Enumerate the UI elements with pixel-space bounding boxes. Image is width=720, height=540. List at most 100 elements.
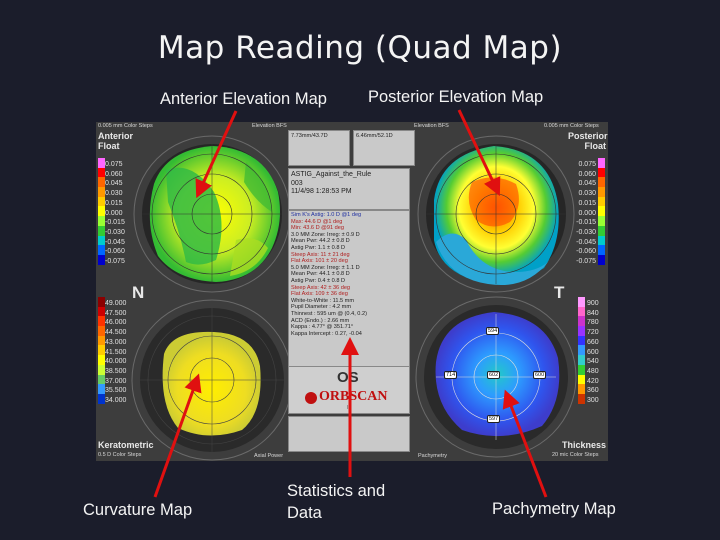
scale-swatch <box>598 158 605 168</box>
bfs-anterior-box: 7.73mm/43.7D <box>288 130 350 166</box>
scale-value: 300 <box>587 397 599 405</box>
scale-value: 43.000 <box>105 338 127 346</box>
scale-value: 0.000 <box>578 209 596 217</box>
scale-swatch <box>598 187 605 197</box>
scale-value: 840 <box>587 309 599 317</box>
scale-value: 780 <box>587 319 599 327</box>
scale-swatch <box>598 196 605 207</box>
caption-statistics-line2: Data <box>287 504 322 522</box>
scale-value: 420 <box>587 377 599 385</box>
scale-swatch <box>598 225 605 236</box>
statistics-line: Astig Pwr: 1.1 ± 0.8 D <box>291 244 346 251</box>
scale-value: 0.075 <box>105 161 123 168</box>
scale-value: 660 <box>587 338 599 346</box>
thickness-color-steps: 20 mic Color Steps <box>552 452 599 458</box>
scale-swatch <box>98 297 105 307</box>
statistics-line: 3.0 MM Zone: Irreg: ± 0.9 D <box>291 231 360 238</box>
scale-value: 44.500 <box>105 329 127 337</box>
scale-value: -0.045 <box>105 238 125 246</box>
scale-swatch <box>98 225 105 236</box>
scale-swatch <box>578 355 585 365</box>
scale-swatch <box>578 335 585 346</box>
thickness-scale-bar <box>578 297 585 404</box>
keratometric-scale-bar <box>98 297 105 404</box>
scale-swatch <box>598 206 605 217</box>
scale-value: 41.500 <box>105 348 127 356</box>
orbscan-brand: ORBSCAN <box>319 389 388 404</box>
scale-value: -0.060 <box>576 248 596 256</box>
statistics-line: Astig Pwr: 0.4 ± 0.8 D <box>291 277 346 284</box>
caption-curvature: Curvature Map <box>83 501 193 519</box>
nasal-indicator: N <box>132 283 145 302</box>
anterior-bfs-label: Elevation BFS <box>252 123 287 129</box>
statistics-line: Mean Pwr: 44.2 ± 0.8 D <box>291 238 350 245</box>
scale-swatch <box>98 206 105 217</box>
scale-swatch <box>98 364 105 375</box>
scale-value: 40.000 <box>105 358 127 366</box>
scale-swatch <box>98 245 105 255</box>
scale-value: -0.075 <box>576 258 596 266</box>
scale-swatch <box>98 326 105 336</box>
pachymetry-reading-top: 594 <box>486 327 500 335</box>
scale-value: 0.075 <box>578 161 596 168</box>
statistics-line: White-to-White : 11.5 mm <box>291 297 354 304</box>
scale-value: 0.030 <box>578 190 596 198</box>
scale-swatch <box>98 196 105 207</box>
scale-value: -0.030 <box>105 228 125 236</box>
scale-swatch <box>578 297 585 307</box>
scale-value: -0.045 <box>576 238 596 246</box>
eye-indicator: OS <box>337 369 359 386</box>
statistics-line: Steep Axis: 42 ± 36 deg <box>291 284 351 291</box>
anterior-float-label: Anterior Float <box>98 131 134 151</box>
scale-swatch <box>98 158 105 168</box>
scale-value: 360 <box>587 387 599 395</box>
scale-swatch <box>98 345 105 356</box>
statistics-line: Min: 43.6 D @91 deg <box>291 225 344 232</box>
scale-value: 0.045 <box>105 180 123 188</box>
posterior-scale-bar <box>598 158 605 265</box>
scale-swatch <box>578 316 585 327</box>
scale-swatch <box>98 167 105 178</box>
exam-info-lines: ASTIG_Against_the_Rule 003 11/4/98 1:28:53… <box>289 169 409 199</box>
exam-info-line: ASTIG_Against_the_Rule <box>291 171 372 178</box>
statistics-line: Steep Axis: 11 ± 21 deg <box>291 251 350 258</box>
scale-swatch <box>578 393 585 404</box>
scale-value: 35.500 <box>105 387 127 395</box>
scale-value: 600 <box>587 348 599 356</box>
scale-value: 47.500 <box>105 309 127 317</box>
scale-swatch <box>578 374 585 385</box>
caption-posterior-elevation: Posterior Elevation Map <box>368 88 544 106</box>
statistics-lines: Sim K's Astig: 1.0 D @1 deg Max: 44.6 D @… <box>289 211 409 338</box>
posterior-elevation-map <box>417 135 575 293</box>
arrow-pachymetry <box>502 389 548 498</box>
anterior-color-steps: 0.005 mm Color Steps <box>98 123 153 129</box>
exam-info-box: ASTIG_Against_the_Rule 003 11/4/98 1:28:53… <box>288 168 410 210</box>
caption-statistics: Statistics and Data <box>287 480 385 524</box>
scale-value: 0.015 <box>578 199 596 207</box>
scale-value: -0.015 <box>105 219 125 227</box>
scale-value: -0.075 <box>105 258 125 266</box>
quad-map-graphics <box>131 135 577 461</box>
arrow-anterior <box>195 110 238 199</box>
axial-power-label: Axial Power <box>254 453 284 459</box>
statistics-line: Flat Axis: 109 ± 36 deg <box>291 291 348 298</box>
scale-value: -0.060 <box>105 248 125 256</box>
scale-swatch <box>578 306 585 317</box>
pachymetry-reading-center: 602 <box>487 371 501 379</box>
scale-swatch <box>98 316 105 327</box>
slide-title: Map Reading (Quad Map) <box>157 30 563 66</box>
scale-swatch <box>98 355 105 365</box>
orbscan-logo-icon <box>305 392 317 404</box>
scale-swatch <box>578 326 585 336</box>
scale-value: -0.030 <box>576 228 596 236</box>
scale-value: 46.000 <box>105 319 127 327</box>
caption-pachymetry: Pachymetry Map <box>492 500 616 518</box>
posterior-color-steps: 0.005 mm Color Steps <box>544 123 599 129</box>
anterior-scale-bar <box>98 158 105 265</box>
scale-swatch <box>98 216 105 226</box>
statistics-line: Sim K's Astig: 1.0 D @1 deg <box>291 212 362 218</box>
pachymetry-reading-bottom: 597 <box>487 415 501 423</box>
anterior-scale-values: 0.075 0.060 0.045 0.030 0.015 0.000 -0.015 -0.0… <box>105 160 125 267</box>
statistics-line: Thinnest : 595 um @ (0.4, 0.2) <box>291 310 367 317</box>
